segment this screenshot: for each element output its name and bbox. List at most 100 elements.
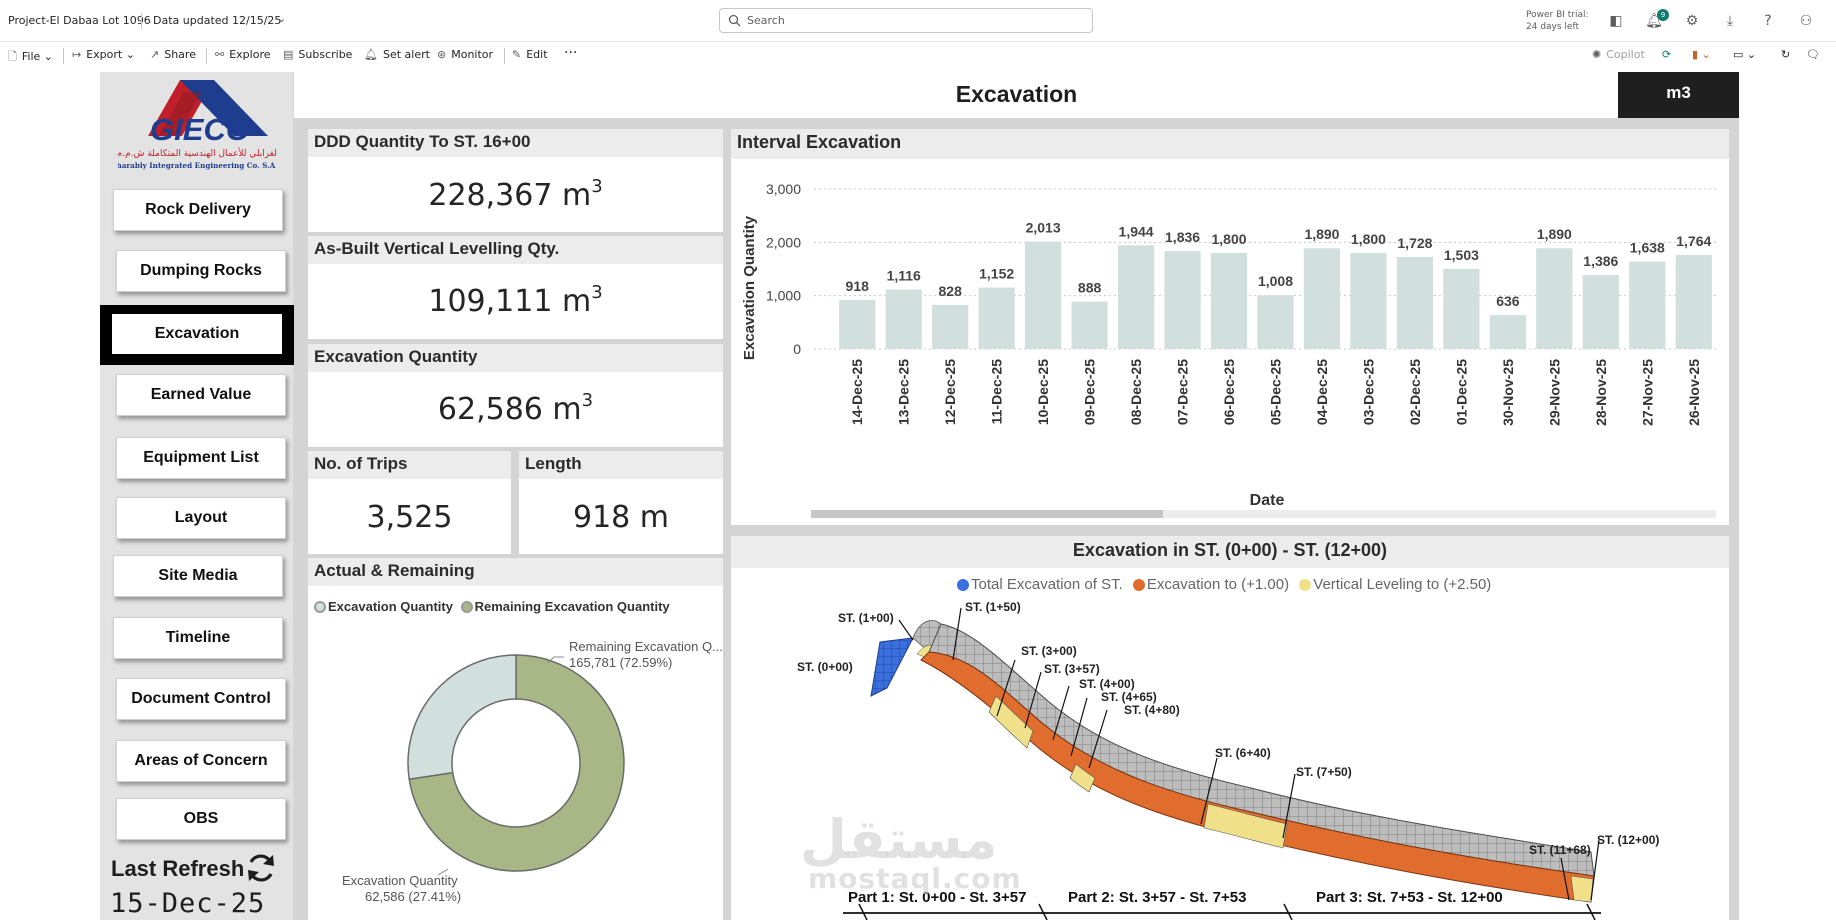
- nav-layout[interactable]: Layout: [116, 497, 286, 539]
- nav-areas-of-concern[interactable]: Areas of Concern: [116, 740, 286, 782]
- station-diagram-card: Excavation in ST. (0+00) - ST. (12+00): [731, 536, 1729, 920]
- bar[interactable]: [1025, 241, 1062, 349]
- nav-timeline[interactable]: Timeline: [113, 617, 283, 659]
- download-icon[interactable]: ⤓: [1726, 13, 1734, 29]
- explore-button[interactable]: ⚯ Explore: [215, 48, 271, 61]
- trial-line-2: 24 days left: [1526, 22, 1579, 32]
- part-labels: Part 1: St. 0+00 - St. 3+57 Part 2: St. …: [848, 889, 1503, 906]
- cube-superscript: 3: [591, 176, 603, 197]
- watermark-latin: mostaql.com: [808, 862, 1022, 895]
- share-button[interactable]: ↗ Share: [150, 48, 196, 61]
- kpi-asbuilt-quantity: As-Built Vertical Levelling Qty. 109,111…: [308, 236, 723, 339]
- gear-icon[interactable]: ⚙: [1685, 13, 1699, 29]
- data-updated-label[interactable]: Data updated 12/15/25: [153, 14, 282, 27]
- vertical-leveling-section: [1203, 803, 1288, 849]
- search-box[interactable]: Search: [719, 8, 1093, 33]
- legend-total-excavation[interactable]: Total Excavation of ST.: [971, 576, 1123, 593]
- bar-data-label: 1,890: [1537, 226, 1572, 242]
- bar[interactable]: [1350, 253, 1387, 349]
- bar[interactable]: [1257, 295, 1294, 349]
- horizontal-scrollbar-thumb[interactable]: [811, 510, 1163, 518]
- chevron-down-icon[interactable]: ⌄: [277, 12, 287, 25]
- refresh-icon[interactable]: [244, 851, 278, 885]
- top-bar: Project-El Dabaa Lot 1096 Data updated 1…: [0, 0, 1836, 42]
- divider: [206, 48, 207, 64]
- nav-earned-value[interactable]: Earned Value: [116, 374, 286, 416]
- bar[interactable]: [932, 304, 969, 349]
- bar[interactable]: [1210, 253, 1248, 349]
- donut-slice-excavation[interactable]: [407, 654, 517, 781]
- nav-rock-delivery[interactable]: Rock Delivery: [113, 189, 283, 231]
- y-tick-label: 0: [793, 341, 801, 357]
- view-icon[interactable]: ▭ ⌄: [1733, 48, 1757, 61]
- bar-data-label: 1,503: [1444, 247, 1479, 263]
- donut-slice-remaining[interactable]: [408, 654, 625, 872]
- x-tick-label: 27-Nov-25: [1639, 359, 1655, 426]
- bar[interactable]: [885, 289, 922, 349]
- pane-icon[interactable]: ◧: [1609, 13, 1623, 29]
- subscribe-button[interactable]: ▤ Subscribe: [283, 48, 352, 61]
- bar[interactable]: [1303, 248, 1341, 349]
- bar[interactable]: [839, 300, 876, 349]
- kpi-asbuilt-number: 109,111 m: [428, 284, 592, 319]
- nav-obs[interactable]: OBS: [116, 798, 286, 840]
- comment-icon[interactable]: 🗨︎: [1806, 48, 1820, 61]
- more-options-button[interactable]: ···: [564, 45, 578, 61]
- sync-icon[interactable]: ⟳: [1662, 48, 1672, 61]
- unit-toggle-button[interactable]: m3: [1618, 72, 1739, 118]
- bar[interactable]: [1164, 251, 1201, 349]
- bar[interactable]: [1675, 254, 1712, 349]
- bar[interactable]: [1489, 315, 1526, 349]
- bar-data-label: 1,764: [1676, 233, 1711, 249]
- explore-icon: ⚯: [215, 48, 225, 61]
- page-title: Excavation: [955, 81, 1078, 107]
- notification-badge: 9: [1657, 9, 1669, 21]
- reset-icon[interactable]: ↻: [1781, 48, 1791, 61]
- alert-bell-icon: 🔔︎: [364, 48, 378, 61]
- bar[interactable]: [1443, 268, 1480, 349]
- monitor-button[interactable]: ⊛ Monitor: [437, 48, 493, 61]
- legend-remaining[interactable]: Remaining Excavation Quantity: [474, 599, 670, 614]
- trial-notice: Power BI trial: 24 days left: [1526, 9, 1589, 33]
- share-people-icon[interactable]: ⚇: [1799, 13, 1813, 29]
- nav-dumping-rocks[interactable]: Dumping Rocks: [116, 250, 286, 292]
- nav-equipment-list[interactable]: Equipment List: [116, 437, 286, 479]
- bar-data-label: 1,890: [1304, 226, 1339, 242]
- bar[interactable]: [1071, 301, 1108, 349]
- kpi-trips-title: No. of Trips: [308, 451, 511, 479]
- station-diagram: ST. (0+00) ST. (1+00) ST. (1+50) ST. (3+…: [797, 600, 1659, 920]
- x-tick-label: 13-Dec-25: [896, 359, 912, 425]
- bar[interactable]: [978, 287, 1015, 349]
- trial-line-1: Power BI trial:: [1526, 10, 1589, 20]
- help-icon[interactable]: ?: [1764, 13, 1772, 29]
- legend-excavation[interactable]: Excavation Quantity: [328, 599, 453, 614]
- legend-excavation-plus-1[interactable]: Excavation to (+1.00): [1146, 576, 1290, 593]
- bar[interactable]: [1536, 248, 1573, 349]
- bar[interactable]: [1396, 256, 1434, 349]
- legend-vertical-leveling[interactable]: Vertical Leveling to (+2.50): [1313, 576, 1492, 593]
- export-menu[interactable]: ↦ Export ⌄: [72, 48, 135, 61]
- part-label: Part 1: St. 0+00 - St. 3+57: [848, 889, 1026, 906]
- nav-site-media[interactable]: Site Media: [113, 555, 283, 597]
- copilot-button[interactable]: ✺ Copilot: [1592, 48, 1645, 61]
- project-name[interactable]: Project-El Dabaa Lot 1096: [8, 14, 151, 27]
- bar-data-label: 1,836: [1165, 229, 1200, 245]
- file-menu[interactable]: 🗋 File ⌄: [8, 50, 53, 63]
- edit-button[interactable]: ✎ Edit: [512, 48, 548, 61]
- horizontal-scrollbar-track[interactable]: [811, 510, 1716, 518]
- station-labels: ST. (0+00) ST. (1+00) ST. (1+50) ST. (3+…: [797, 600, 1659, 857]
- logo-arabic: الغرابلي للأعمال الهندسية المتكاملة ش.م.…: [118, 147, 276, 159]
- set-alert-button[interactable]: 🔔︎ Set alert: [364, 48, 430, 61]
- station-label: ST. (11+68): [1529, 843, 1591, 857]
- bar[interactable]: [1629, 261, 1666, 349]
- kpi-trips: No. of Trips 3,525: [308, 451, 511, 554]
- legend-dot-excavation-plus-1: [1132, 579, 1145, 591]
- nav-document-control[interactable]: Document Control: [116, 678, 286, 720]
- donut-value-remaining: 165,781 (72.59%): [569, 655, 672, 670]
- bar[interactable]: [1582, 275, 1619, 349]
- bookmark-icon[interactable]: ▮ ⌄: [1692, 48, 1711, 61]
- nav-excavation[interactable]: Excavation: [100, 305, 294, 365]
- bar[interactable]: [1117, 245, 1155, 349]
- command-bar: 🗋 File ⌄ ↦ Export ⌄ ↗ Share ⚯ Explore ▤ Subsc…: [0, 42, 1836, 70]
- search-input[interactable]: Search: [747, 14, 785, 27]
